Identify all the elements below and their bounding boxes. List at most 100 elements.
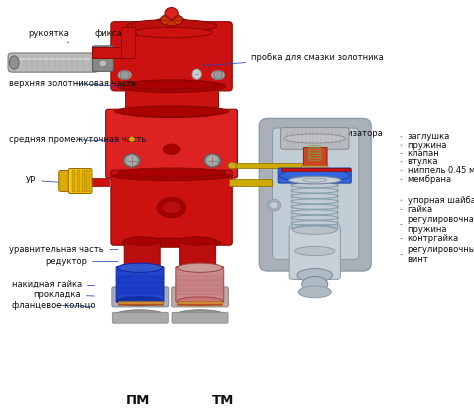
FancyBboxPatch shape bbox=[106, 109, 237, 178]
FancyBboxPatch shape bbox=[111, 170, 232, 245]
Ellipse shape bbox=[177, 263, 223, 272]
Bar bbox=[177, 281, 222, 284]
Bar bbox=[232, 163, 306, 168]
FancyBboxPatch shape bbox=[289, 225, 340, 279]
Ellipse shape bbox=[303, 178, 327, 182]
Bar bbox=[229, 179, 272, 186]
FancyBboxPatch shape bbox=[92, 46, 113, 71]
Text: уравнительная часть: уравнительная часть bbox=[9, 245, 118, 254]
Ellipse shape bbox=[228, 162, 237, 169]
Ellipse shape bbox=[270, 201, 278, 209]
Bar bbox=[89, 178, 109, 186]
Ellipse shape bbox=[267, 199, 281, 211]
Ellipse shape bbox=[126, 266, 159, 274]
FancyBboxPatch shape bbox=[112, 312, 168, 323]
FancyBboxPatch shape bbox=[172, 287, 228, 307]
Ellipse shape bbox=[289, 176, 341, 184]
Circle shape bbox=[99, 60, 107, 67]
FancyBboxPatch shape bbox=[8, 53, 99, 72]
Text: ПМ: ПМ bbox=[125, 394, 150, 407]
FancyBboxPatch shape bbox=[59, 171, 91, 191]
Text: фланцевое кольцо: фланцевое кольцо bbox=[12, 301, 95, 310]
Text: втулка: втулка bbox=[401, 157, 438, 166]
Circle shape bbox=[165, 8, 178, 19]
FancyBboxPatch shape bbox=[124, 239, 160, 271]
Bar bbox=[77, 170, 80, 192]
Bar bbox=[177, 286, 222, 289]
Bar bbox=[82, 170, 85, 192]
Bar bbox=[118, 281, 163, 284]
Text: редуктор: редуктор bbox=[45, 257, 118, 266]
Text: контргайка: контргайка bbox=[401, 234, 459, 243]
Ellipse shape bbox=[112, 286, 167, 306]
Text: средняя промежуточная часть: средняя промежуточная часть bbox=[9, 135, 147, 144]
Ellipse shape bbox=[181, 266, 214, 274]
Ellipse shape bbox=[118, 168, 226, 177]
Circle shape bbox=[206, 155, 219, 166]
Ellipse shape bbox=[280, 169, 350, 182]
Bar bbox=[281, 168, 350, 171]
Text: пружина: пружина bbox=[401, 141, 447, 150]
Ellipse shape bbox=[173, 310, 227, 322]
Ellipse shape bbox=[293, 226, 337, 234]
Ellipse shape bbox=[127, 20, 217, 32]
Ellipse shape bbox=[157, 198, 186, 218]
Text: фиксатор: фиксатор bbox=[95, 29, 138, 42]
Circle shape bbox=[129, 137, 135, 142]
Ellipse shape bbox=[177, 297, 223, 305]
Ellipse shape bbox=[124, 80, 219, 89]
Polygon shape bbox=[92, 47, 128, 58]
Text: верхняя золотниковая часть: верхняя золотниковая часть bbox=[9, 79, 137, 88]
FancyBboxPatch shape bbox=[176, 266, 224, 302]
Ellipse shape bbox=[117, 263, 162, 272]
Ellipse shape bbox=[173, 286, 227, 306]
FancyBboxPatch shape bbox=[259, 118, 371, 271]
Ellipse shape bbox=[153, 18, 191, 31]
Text: упорная шайба: упорная шайба bbox=[401, 196, 474, 205]
Text: прокладка: прокладка bbox=[33, 290, 94, 299]
FancyBboxPatch shape bbox=[112, 287, 169, 307]
Ellipse shape bbox=[118, 70, 131, 80]
Text: УР: УР bbox=[26, 176, 61, 185]
Polygon shape bbox=[121, 27, 135, 58]
Ellipse shape bbox=[162, 201, 181, 214]
Bar bbox=[177, 301, 222, 304]
Text: рукоятка: рукоятка bbox=[28, 29, 69, 43]
Bar bbox=[118, 301, 163, 304]
Bar bbox=[118, 304, 163, 305]
Ellipse shape bbox=[301, 276, 328, 292]
Ellipse shape bbox=[124, 237, 160, 245]
Ellipse shape bbox=[118, 80, 226, 93]
FancyBboxPatch shape bbox=[273, 128, 359, 259]
FancyBboxPatch shape bbox=[180, 239, 216, 271]
Ellipse shape bbox=[211, 70, 225, 80]
Bar bbox=[177, 304, 222, 305]
Ellipse shape bbox=[9, 56, 19, 69]
Ellipse shape bbox=[115, 106, 228, 117]
Bar bbox=[86, 170, 90, 192]
FancyBboxPatch shape bbox=[281, 128, 349, 149]
Ellipse shape bbox=[113, 310, 166, 322]
Ellipse shape bbox=[128, 110, 216, 118]
Ellipse shape bbox=[298, 286, 331, 298]
FancyBboxPatch shape bbox=[126, 83, 219, 116]
Text: пробка для смазки золотника: пробка для смазки золотника bbox=[202, 53, 384, 66]
Bar bbox=[177, 291, 222, 294]
Text: регулировочный
винт: регулировочный винт bbox=[401, 245, 474, 264]
Ellipse shape bbox=[297, 269, 332, 282]
Bar bbox=[118, 291, 163, 294]
Ellipse shape bbox=[163, 144, 180, 154]
Text: накидная гайка: накидная гайка bbox=[12, 280, 94, 289]
Ellipse shape bbox=[284, 134, 346, 143]
Text: заглушка: заглушка bbox=[401, 132, 450, 141]
Bar bbox=[118, 276, 163, 279]
Ellipse shape bbox=[123, 154, 140, 167]
Text: гайка: гайка bbox=[401, 205, 433, 214]
Text: ТМ: ТМ bbox=[211, 394, 234, 407]
FancyBboxPatch shape bbox=[111, 22, 232, 91]
Text: ниппель 0.45 мм: ниппель 0.45 мм bbox=[401, 166, 474, 175]
Ellipse shape bbox=[192, 69, 201, 79]
Ellipse shape bbox=[294, 246, 335, 256]
Ellipse shape bbox=[180, 237, 216, 245]
Ellipse shape bbox=[112, 171, 231, 181]
